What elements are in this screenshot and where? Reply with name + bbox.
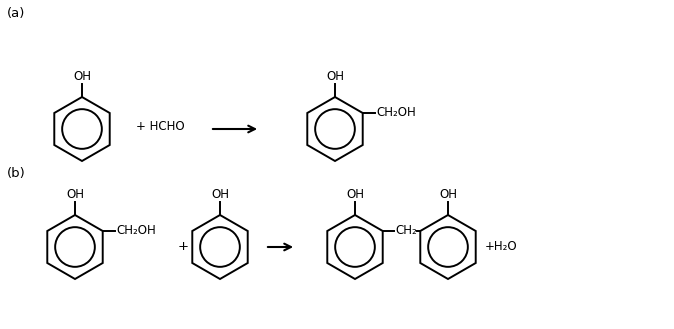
Text: OH: OH [439, 188, 457, 201]
Text: CH₂OH: CH₂OH [117, 224, 156, 238]
Text: CH₂OH: CH₂OH [377, 107, 417, 119]
Text: OH: OH [346, 188, 364, 201]
Text: OH: OH [211, 188, 229, 201]
Text: + HCHO: + HCHO [136, 120, 185, 134]
Text: (a): (a) [7, 7, 26, 20]
Text: OH: OH [66, 188, 84, 201]
Text: OH: OH [73, 70, 91, 83]
Text: OH: OH [326, 70, 344, 83]
Text: (b): (b) [7, 167, 26, 180]
Text: +: + [177, 240, 189, 254]
Text: +H₂O: +H₂O [485, 240, 518, 254]
Text: CH₂: CH₂ [396, 224, 417, 238]
